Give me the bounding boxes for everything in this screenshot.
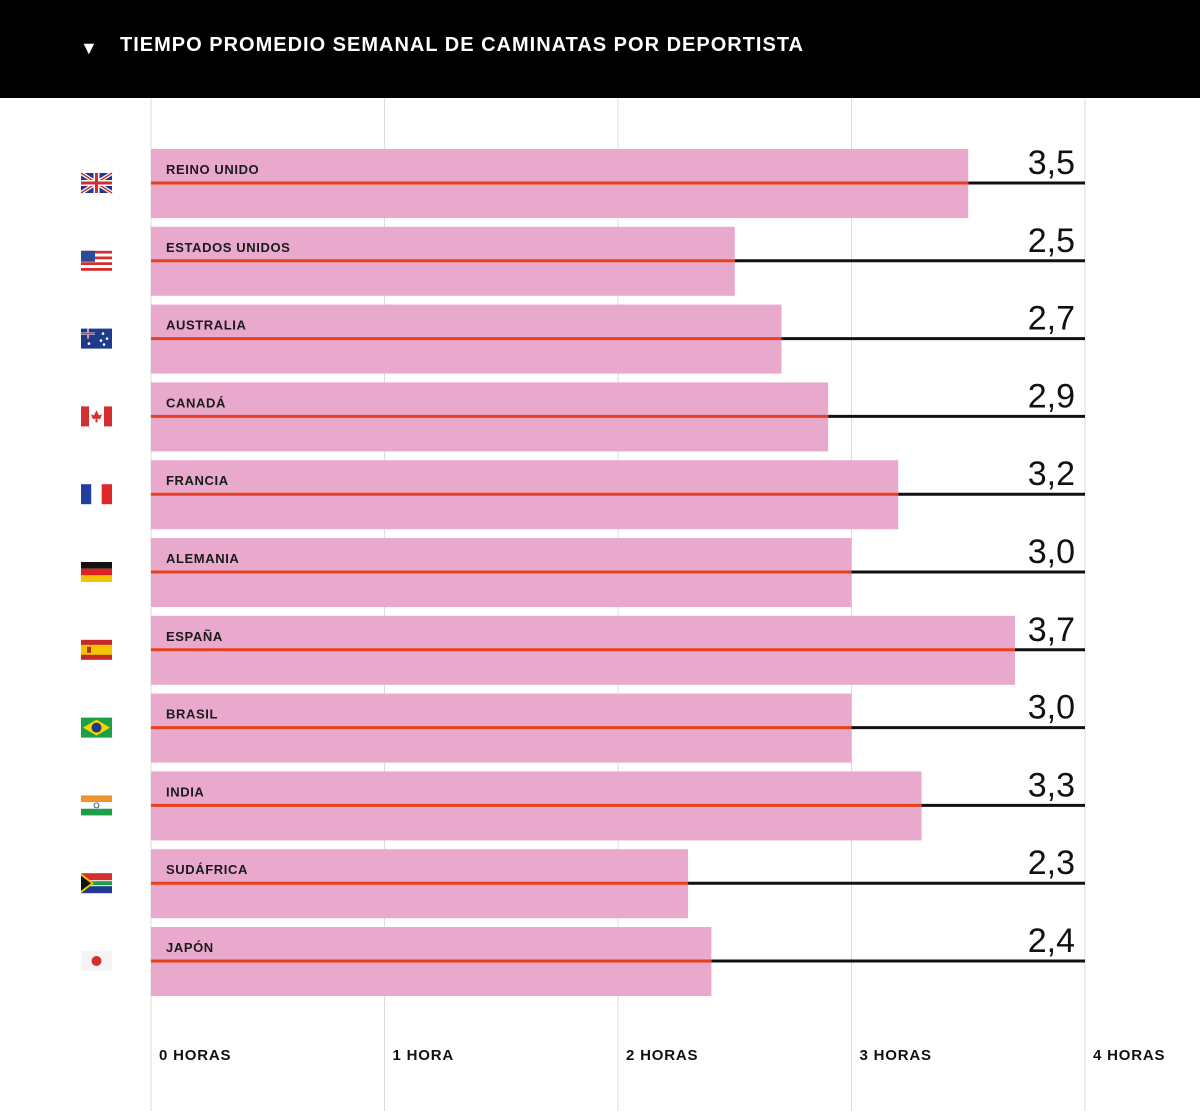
value-label: 2,4 <box>1028 922 1075 960</box>
flag-part <box>81 808 112 816</box>
value-label: 2,3 <box>1028 844 1075 882</box>
flag-part <box>81 406 89 427</box>
collapse-arrow-icon[interactable]: ▼ <box>80 38 98 58</box>
value-label: 2,7 <box>1028 300 1075 338</box>
category-label: CANADÁ <box>166 395 226 410</box>
flag-part <box>81 562 112 569</box>
value-label: 3,2 <box>1028 455 1075 493</box>
flag-part <box>81 253 112 257</box>
flag-part <box>102 343 106 346</box>
south-africa-flag-icon <box>81 873 112 894</box>
value-label: 3,0 <box>1028 689 1075 727</box>
flag-part <box>81 250 112 254</box>
canada-flag-icon <box>81 406 112 427</box>
flag-part <box>81 262 112 266</box>
flag-part <box>81 250 95 262</box>
flag-part <box>81 259 112 263</box>
flag-part <box>91 956 102 966</box>
flag-part <box>81 802 112 809</box>
x-axis-ticks: 0 HORAS 1 HORA 2 HORAS 3 HORAS 4 HORAS <box>159 1047 1165 1064</box>
tick-label-4: 4 HORAS <box>1093 1047 1165 1064</box>
flag-part <box>81 881 112 886</box>
bar-row-3: CANADÁ 2,9 <box>81 377 1085 452</box>
flag-part <box>105 337 109 340</box>
tick-label-1: 1 HORA <box>393 1047 454 1064</box>
flag-part <box>87 342 91 345</box>
value-label: 2,5 <box>1028 222 1075 260</box>
germany-flag-icon <box>81 562 112 582</box>
bar-row-5: ALEMANIA 3,0 <box>81 533 1085 607</box>
flag-part <box>81 875 91 891</box>
spain-flag-icon <box>81 639 112 660</box>
uk-flag-icon <box>79 171 114 195</box>
bar-row-0: REINO UNIDO 3,5 <box>79 144 1085 218</box>
flag-part <box>81 267 112 271</box>
chart-title: TIEMPO PROMEDIO SEMANAL DE CAMINATAS POR… <box>120 34 804 56</box>
bar-row-2: AUSTRALIA 2,7 <box>81 300 1085 374</box>
flag-part <box>91 484 102 505</box>
japan-flag-icon <box>81 951 112 971</box>
usa-flag-icon <box>81 250 112 271</box>
flag-part <box>81 256 112 260</box>
value-label: 3,7 <box>1028 611 1075 649</box>
tick-label-0: 0 HORAS <box>159 1047 231 1064</box>
category-label: JAPÓN <box>166 940 214 955</box>
bar-row-10: JAPÓN 2,4 <box>81 922 1085 996</box>
category-label: ALEMANIA <box>166 551 239 566</box>
france-flag-icon <box>81 484 112 505</box>
flag-part <box>101 332 105 335</box>
tick-label-3: 3 HORAS <box>860 1047 932 1064</box>
flag-part <box>81 873 112 884</box>
flag-part <box>87 646 91 653</box>
flag-part <box>81 644 112 655</box>
flag-part <box>81 484 92 505</box>
flag-part <box>81 795 112 803</box>
flag-part <box>87 328 89 339</box>
category-label: INDIA <box>166 784 204 799</box>
category-label: ESTADOS UNIDOS <box>166 240 290 255</box>
bar-row-8: INDIA 3,3 <box>81 766 1085 841</box>
bar-row-4: FRANCIA 3,2 <box>81 455 1085 530</box>
india-flag-icon <box>81 795 112 816</box>
brazil-flag-icon <box>81 717 112 738</box>
bar-row-7: BRASIL 3,0 <box>81 689 1085 763</box>
flag-part <box>81 568 112 576</box>
australia-flag-icon <box>81 328 112 349</box>
chart-header: ▼ TIEMPO PROMEDIO SEMANAL DE CAMINATAS P… <box>0 0 1200 98</box>
flag-part <box>91 410 102 423</box>
flag-part <box>81 883 112 894</box>
category-label: FRANCIA <box>166 473 229 488</box>
flag-part <box>95 173 98 193</box>
flag-part <box>93 802 100 809</box>
value-label: 3,0 <box>1028 533 1075 571</box>
flag-part <box>91 722 102 733</box>
bar-row-9: SUDÁFRICA 2,3 <box>81 844 1085 919</box>
category-label: ESPAÑA <box>166 629 223 644</box>
flag-part <box>104 406 112 427</box>
category-label: SUDÁFRICA <box>166 862 248 877</box>
bar-row-6: ESPAÑA 3,7 <box>81 611 1085 685</box>
category-label: REINO UNIDO <box>166 162 259 177</box>
value-label: 3,3 <box>1028 766 1075 804</box>
value-label: 2,9 <box>1028 377 1075 415</box>
category-label: BRASIL <box>166 707 218 722</box>
flag-part <box>81 575 112 582</box>
flag-part <box>81 265 112 268</box>
bar-rows: REINO UNIDO 3,5 ESTADOS UNIDOS 2,5 AUSTRALIA… <box>79 144 1085 996</box>
tick-label-2: 2 HORAS <box>626 1047 698 1064</box>
value-label: 3,5 <box>1028 144 1075 182</box>
category-label: AUSTRALIA <box>166 318 247 333</box>
flag-part <box>101 484 112 505</box>
flag-part <box>99 339 103 342</box>
bar-row-1: ESTADOS UNIDOS 2,5 <box>81 222 1085 296</box>
